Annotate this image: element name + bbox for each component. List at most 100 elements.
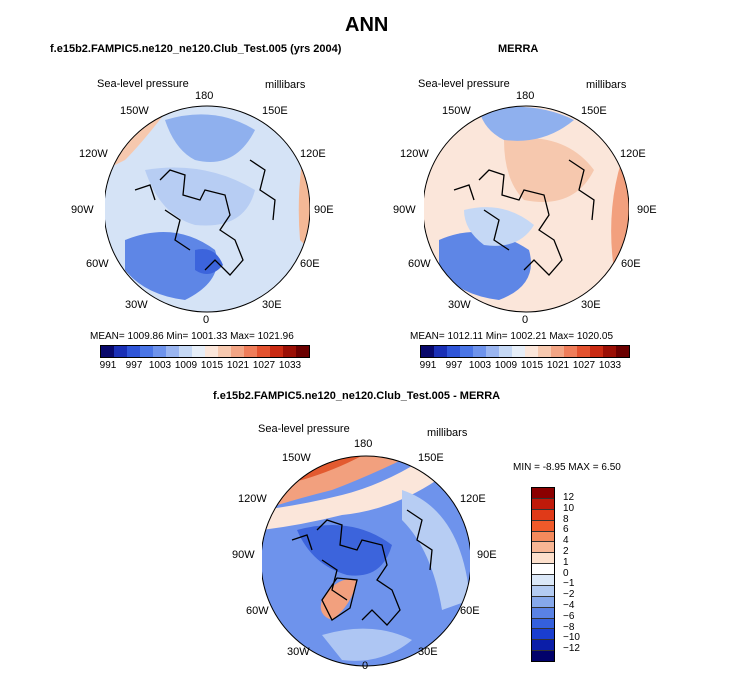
colorbar-tick: −1 bbox=[563, 578, 575, 590]
obs-lon-label-90e: 90E bbox=[637, 204, 657, 216]
model-colorbar-swatches bbox=[100, 345, 310, 358]
model-units-label: millibars bbox=[265, 79, 306, 91]
model-lon-label-90w: 90W bbox=[71, 204, 94, 216]
colorbar-tick: 4 bbox=[563, 535, 569, 547]
colorbar-swatch bbox=[270, 346, 283, 357]
diff-lon-label-30w: 30W bbox=[287, 646, 310, 658]
model-low-pressure-atlantic bbox=[125, 232, 217, 300]
colorbar-swatch bbox=[590, 346, 603, 357]
diff-stats: MIN = -8.95 MAX = 6.50 bbox=[513, 462, 621, 473]
colorbar-tick: 6 bbox=[563, 524, 569, 536]
diff-variable-label: Sea-level pressure bbox=[258, 423, 350, 435]
colorbar-swatch bbox=[153, 346, 166, 357]
colorbar-swatch bbox=[532, 553, 554, 565]
colorbar-tick: 997 bbox=[125, 360, 143, 371]
diff-lon-label-60e: 60E bbox=[460, 605, 480, 617]
colorbar-swatch bbox=[532, 531, 554, 543]
colorbar-swatch bbox=[577, 346, 590, 357]
obs-units-label: millibars bbox=[586, 79, 627, 91]
colorbar-swatch bbox=[532, 488, 554, 499]
colorbar-tick: 10 bbox=[563, 502, 575, 514]
model-polar-map bbox=[105, 105, 310, 313]
colorbar-tick: −2 bbox=[563, 589, 575, 601]
obs-lon-label-150e: 150E bbox=[581, 105, 607, 117]
obs-polar-map bbox=[424, 105, 629, 313]
colorbar-tick: 991 bbox=[99, 360, 117, 371]
obs-lon-label-60e: 60E bbox=[621, 258, 641, 270]
colorbar-tick: 1027 bbox=[572, 360, 596, 371]
colorbar-swatch bbox=[603, 346, 616, 357]
colorbar-swatch bbox=[532, 509, 554, 521]
colorbar-tick: 1009 bbox=[494, 360, 518, 371]
obs-light-blue-arctic bbox=[464, 207, 534, 246]
colorbar-swatch bbox=[447, 346, 460, 357]
diff-colorbar-ticks: 12 10 8 6 4 2 1 0 −1 −2 −4 −6 −8 −10 −12 bbox=[563, 492, 580, 655]
diff-lon-label-90w: 90W bbox=[232, 549, 255, 561]
colorbar-tick: 991 bbox=[419, 360, 437, 371]
diff-polar-map bbox=[262, 455, 470, 667]
colorbar-swatch bbox=[532, 607, 554, 619]
colorbar-swatch bbox=[532, 520, 554, 532]
obs-panel-subtitle: MERRA bbox=[498, 43, 539, 55]
colorbar-swatch bbox=[499, 346, 512, 357]
diff-lon-label-150w: 150W bbox=[282, 452, 311, 464]
model-low-pressure-pacific bbox=[165, 114, 255, 162]
colorbar-swatch bbox=[140, 346, 153, 357]
colorbar-swatch bbox=[244, 346, 257, 357]
colorbar-swatch bbox=[532, 640, 554, 652]
model-lon-label-150w: 150W bbox=[120, 105, 149, 117]
colorbar-swatch bbox=[532, 618, 554, 630]
obs-colorbar-ticks: 991 997 1003 1009 1015 1021 1027 1033 bbox=[415, 360, 630, 371]
colorbar-swatch bbox=[231, 346, 244, 357]
colorbar-swatch bbox=[564, 346, 577, 357]
obs-lon-label-150w: 150W bbox=[442, 105, 471, 117]
diff-lon-label-180: 180 bbox=[354, 438, 373, 450]
colorbar-swatch bbox=[551, 346, 564, 357]
model-colorbar: 991 997 1003 1009 1015 1021 1027 1033 bbox=[100, 345, 310, 371]
colorbar-swatch bbox=[473, 346, 486, 357]
model-lon-label-30w: 30W bbox=[125, 299, 148, 311]
model-panel-subtitle: f.e15b2.FAMPIC5.ne120_ne120.Club_Test.00… bbox=[50, 43, 342, 55]
colorbar-tick: 1003 bbox=[148, 360, 172, 371]
model-icelandic-low bbox=[195, 249, 223, 274]
colorbar-tick: 8 bbox=[563, 513, 569, 525]
colorbar-tick: 1033 bbox=[278, 360, 302, 371]
colorbar-swatch bbox=[486, 346, 499, 357]
colorbar-tick: 1 bbox=[563, 556, 569, 568]
model-variable-label: Sea-level pressure bbox=[97, 78, 189, 90]
model-lon-label-150e: 150E bbox=[262, 105, 288, 117]
page-title: ANN bbox=[345, 14, 389, 36]
colorbar-swatch bbox=[257, 346, 270, 357]
colorbar-tick: 1033 bbox=[598, 360, 622, 371]
colorbar-swatch bbox=[179, 346, 192, 357]
model-lon-label-30e: 30E bbox=[262, 299, 282, 311]
obs-lon-label-90w: 90W bbox=[393, 204, 416, 216]
colorbar-swatch bbox=[166, 346, 179, 357]
colorbar-swatch bbox=[296, 346, 309, 357]
model-colorbar-ticks: 991 997 1003 1009 1015 1021 1027 1033 bbox=[95, 360, 310, 371]
diff-colorbar bbox=[531, 487, 555, 662]
colorbar-swatch bbox=[525, 346, 538, 357]
obs-lon-label-120e: 120E bbox=[620, 148, 646, 160]
colorbar-tick: 1015 bbox=[200, 360, 224, 371]
obs-coastlines bbox=[453, 159, 595, 276]
colorbar-tick: 1003 bbox=[468, 360, 492, 371]
colorbar-tick: 997 bbox=[445, 360, 463, 371]
colorbar-tick: 1027 bbox=[252, 360, 276, 371]
colorbar-swatch bbox=[532, 651, 554, 661]
model-lon-label-60w: 60W bbox=[86, 258, 109, 270]
colorbar-tick: −12 bbox=[563, 643, 580, 655]
colorbar-swatch bbox=[434, 346, 447, 357]
obs-variable-label: Sea-level pressure bbox=[418, 78, 510, 90]
diff-lon-label-150e: 150E bbox=[418, 452, 444, 464]
diff-lon-label-90e: 90E bbox=[477, 549, 497, 561]
diff-lon-label-0: 0 bbox=[362, 660, 369, 672]
obs-lon-label-180: 180 bbox=[516, 90, 535, 102]
colorbar-tick: 1009 bbox=[174, 360, 198, 371]
model-lon-label-120w: 120W bbox=[79, 148, 108, 160]
model-lon-label-90e: 90E bbox=[314, 204, 334, 216]
model-coastlines bbox=[134, 159, 276, 276]
obs-stats: MEAN= 1012.11 Min= 1002.21 Max= 1020.05 bbox=[410, 331, 614, 342]
colorbar-swatch bbox=[532, 498, 554, 510]
colorbar-swatch bbox=[616, 346, 629, 357]
